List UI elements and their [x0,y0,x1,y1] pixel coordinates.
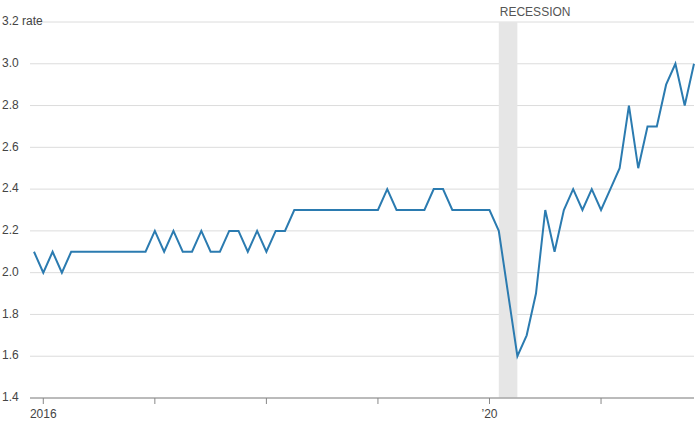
svg-text:2.8: 2.8 [8,98,19,112]
svg-text:3.2 rate: 3.2 rate [8,14,43,28]
svg-text:3.0: 3.0 [8,56,19,70]
svg-text:2.6: 2.6 [8,140,19,154]
svg-text:2.2: 2.2 [8,223,19,237]
svg-text:RECESSION: RECESSION [500,5,571,19]
svg-text:’20: ’20 [481,407,497,421]
svg-text:2.4: 2.4 [8,181,19,195]
svg-text:1.6: 1.6 [8,348,19,362]
svg-text:2.0: 2.0 [8,265,19,279]
svg-text:1.4: 1.4 [8,390,19,404]
svg-text:1.8: 1.8 [8,307,19,321]
svg-text:2016: 2016 [30,407,57,421]
